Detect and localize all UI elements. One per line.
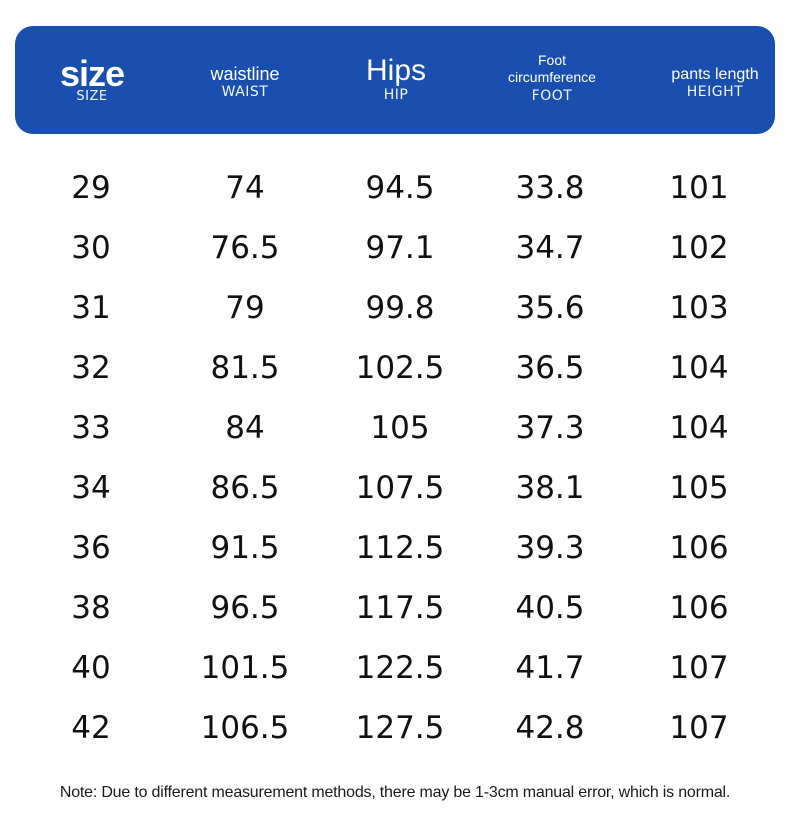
cell-foot: 35.6 [515,290,585,326]
cell-height: 102 [669,230,729,266]
cell-size: 29 [71,170,111,206]
cell-foot: 41.7 [515,650,585,686]
cell-foot: 33.8 [515,170,585,206]
cell-size: 30 [71,230,111,266]
cell-hip: 112.5 [355,530,445,566]
header-foot-subtitle: FOOT [531,87,573,104]
cell-size: 32 [71,350,111,386]
cell-foot: 40.5 [515,590,585,626]
table-row: 36 91.5 112.5 39.3 106 [0,518,790,578]
cell-height: 104 [669,410,729,446]
cell-foot: 42.8 [515,710,585,746]
cell-waist: 96.5 [210,590,280,626]
cell-height: 103 [669,290,729,326]
cell-hip: 122.5 [355,650,445,686]
table-row: 30 76.5 97.1 34.7 102 [0,218,790,278]
cell-height: 106 [669,590,729,626]
header-size-subtitle: SIZE [76,88,108,104]
cell-size: 34 [71,470,111,506]
cell-foot: 39.3 [515,530,585,566]
cell-height: 107 [669,710,729,746]
cell-height: 107 [669,650,729,686]
cell-size: 42 [71,710,111,746]
table-row: 38 96.5 117.5 40.5 106 [0,578,790,638]
header-foot-title: Foot circumference [508,51,596,86]
table-header: size SIZE waistline WAIST Hips HIP Foot … [15,26,775,134]
cell-hip: 107.5 [355,470,445,506]
cell-waist: 81.5 [210,350,280,386]
cell-waist: 84 [225,410,265,446]
cell-foot: 38.1 [515,470,585,506]
cell-waist: 86.5 [210,470,280,506]
header-height-title: pants length [671,66,759,84]
table-row: 32 81.5 102.5 36.5 104 [0,338,790,398]
cell-size: 31 [71,290,111,326]
cell-waist: 76.5 [210,230,280,266]
header-hip-subtitle: HIP [383,87,409,104]
cell-size: 38 [71,590,111,626]
cell-hip: 99.8 [365,290,435,326]
table-row: 29 74 94.5 33.8 101 [0,158,790,218]
cell-hip: 102.5 [355,350,445,386]
cell-hip: 117.5 [355,590,445,626]
cell-size: 40 [71,650,111,686]
header-hip-title: Hips [365,54,426,88]
header-size: size SIZE [42,26,142,134]
table-row: 42 106.5 127.5 42.8 107 [0,698,790,758]
table-row: 34 86.5 107.5 38.1 105 [0,458,790,518]
cell-height: 104 [669,350,729,386]
cell-waist: 74 [225,170,265,206]
table-row: 33 84 105 37.3 104 [0,398,790,458]
cell-hip: 97.1 [365,230,435,266]
cell-waist: 106.5 [200,710,290,746]
size-table-body: 29 74 94.5 33.8 101 30 76.5 97.1 34.7 10… [0,158,790,758]
cell-hip: 94.5 [365,170,435,206]
cell-height: 105 [669,470,729,506]
header-waist-title: waistline [210,64,280,85]
header-foot: Foot circumference FOOT [492,26,612,134]
cell-hip: 105 [370,410,430,446]
table-row: 31 79 99.8 35.6 103 [0,278,790,338]
cell-waist: 101.5 [200,650,290,686]
measurement-note: Note: Due to different measurement metho… [59,784,731,801]
cell-size: 33 [71,410,111,446]
cell-waist: 91.5 [210,530,280,566]
cell-hip: 127.5 [355,710,445,746]
table-row: 40 101.5 122.5 41.7 107 [0,638,790,698]
cell-foot: 34.7 [515,230,585,266]
header-waist: waistline WAIST [195,26,295,134]
cell-size: 36 [71,530,111,566]
header-hip: Hips HIP [346,26,446,134]
cell-foot: 36.5 [515,350,585,386]
cell-waist: 79 [225,290,265,326]
header-size-title: size [59,52,125,94]
cell-height: 106 [669,530,729,566]
cell-height: 101 [669,170,729,206]
header-height: pants length HEIGHT [653,26,775,134]
header-height-subtitle: HEIGHT [686,84,744,101]
cell-foot: 37.3 [515,410,585,446]
header-waist-subtitle: WAIST [221,84,269,101]
